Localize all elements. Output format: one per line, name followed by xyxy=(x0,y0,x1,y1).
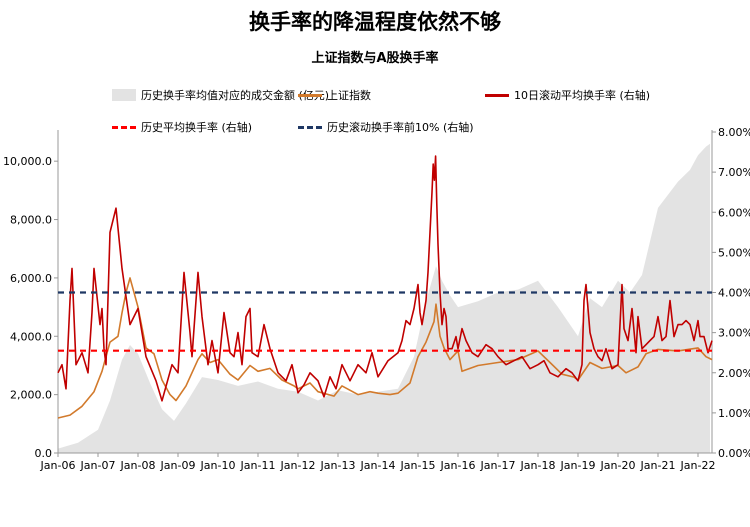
legend-turnover-swatch xyxy=(485,93,509,97)
x-tick-label: Jan-11 xyxy=(240,459,276,472)
y-right-tick-label: 0.00% xyxy=(718,447,750,460)
x-tick-label: Jan-22 xyxy=(680,459,716,472)
x-tick-label: Jan-20 xyxy=(600,459,636,472)
y-right-tick-label: 1.00% xyxy=(718,407,750,420)
x-tick-label: Jan-17 xyxy=(480,459,516,472)
x-tick-label: Jan-18 xyxy=(520,459,556,472)
x-tick-label: Jan-16 xyxy=(440,459,476,472)
y-right-tick-label: 3.00% xyxy=(718,327,750,340)
legend-avg-label: 历史平均换手率 (右轴) xyxy=(141,121,253,134)
y-right-tick-label: 7.00% xyxy=(718,166,750,179)
x-tick-label: Jan-13 xyxy=(320,459,356,472)
y-left-tick-label: 2,000.0 xyxy=(10,389,52,402)
legend-area: 历史换手率均值对应的成交金额 (亿元) xyxy=(112,87,329,103)
y-right-tick-label: 4.00% xyxy=(718,287,750,300)
legend-index-label: 上证指数 xyxy=(327,89,371,102)
y-left-tick-label: 4,000.0 xyxy=(10,330,52,343)
y-left-tick-label: 0.0 xyxy=(35,447,53,460)
chart-subtitle: 上证指数与A股换手率 xyxy=(311,51,439,66)
legend-p10: 历史滚动换手率前10% (右轴) xyxy=(298,119,474,135)
legend-p10-label: 历史滚动换手率前10% (右轴) xyxy=(327,121,474,134)
legend-p10-swatch xyxy=(298,125,322,129)
x-tick-label: Jan-12 xyxy=(280,459,316,472)
y-left-tick-label: 10,000.0 xyxy=(3,155,52,168)
x-tick-label: Jan-06 xyxy=(40,459,76,472)
legend-index: 上证指数 xyxy=(298,87,371,103)
x-tick-label: Jan-07 xyxy=(80,459,116,472)
y-right-tick-label: 2.00% xyxy=(718,367,750,380)
turnover-line xyxy=(57,155,713,402)
legend-area-label: 历史换手率均值对应的成交金额 (亿元) xyxy=(141,89,330,102)
legend-avg: 历史平均换手率 (右轴) xyxy=(112,119,252,135)
y-right-tick-label: 6.00% xyxy=(718,206,750,219)
y-left-tick-label: 8,000.0 xyxy=(10,214,52,227)
legend-turnover: 10日滚动平均换手率 (右轴) xyxy=(485,87,650,103)
x-tick-label: Jan-10 xyxy=(200,459,236,472)
page-title: 换手率的降温程度依然不够 xyxy=(249,10,501,34)
x-tick-label: Jan-14 xyxy=(360,459,396,472)
legend-turnover-label: 10日滚动平均换手率 (右轴) xyxy=(514,89,651,102)
x-tick-label: Jan-19 xyxy=(560,459,596,472)
legend-index-swatch xyxy=(298,93,322,97)
legend-avg-swatch xyxy=(112,125,136,129)
y-right-tick-label: 5.00% xyxy=(718,246,750,259)
x-tick-label: Jan-15 xyxy=(400,459,436,472)
x-tick-label: Jan-09 xyxy=(160,459,196,472)
area-series xyxy=(58,143,710,453)
y-right-tick-label: 8.00% xyxy=(718,126,750,139)
x-tick-label: Jan-21 xyxy=(640,459,676,472)
legend-area-swatch xyxy=(112,89,136,101)
y-left-tick-label: 6,000.0 xyxy=(10,272,52,285)
x-tick-label: Jan-08 xyxy=(120,459,156,472)
